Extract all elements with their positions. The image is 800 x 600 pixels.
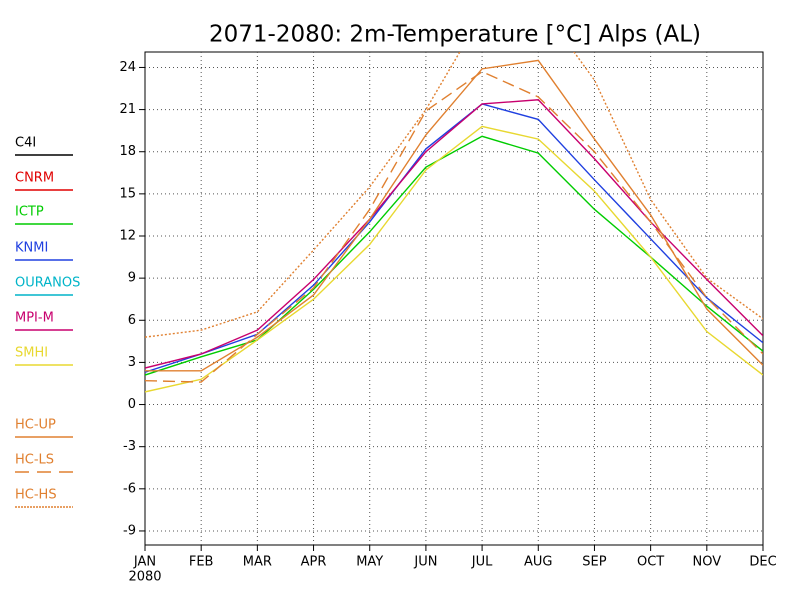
y-tick-label: 3: [128, 355, 136, 370]
legend-label: HC-HS: [15, 488, 57, 503]
y-tick-label: 18: [119, 144, 136, 159]
legend-label: C4I: [15, 136, 36, 151]
chart-title: 2071-2080: 2m-Temperature [°C] Alps (AL): [209, 22, 701, 48]
y-tick-label: 0: [128, 397, 136, 412]
x-tick-label: APR: [301, 555, 327, 570]
series-line: [145, 52, 763, 338]
legend-label: ICTP: [15, 205, 44, 220]
x-tick-label: DEC: [749, 555, 776, 570]
plot-frame: [144, 51, 764, 546]
x-tick-label: JUN: [413, 555, 437, 570]
x-tick-label: JAN: [133, 555, 156, 570]
y-tick-label: 9: [128, 271, 136, 286]
x-tick-label: SEP: [582, 555, 606, 570]
y-tick-label: -6: [123, 481, 136, 496]
series-line: [145, 59, 763, 372]
legend-label: MPI-M: [15, 311, 54, 326]
y-tick-label: -3: [123, 439, 136, 454]
series-line: [145, 125, 763, 393]
legend-label: CNRM: [15, 171, 54, 186]
x-tick-label: AUG: [524, 555, 552, 570]
x-tick-label: NOV: [693, 555, 722, 570]
y-tick-label: 6: [128, 313, 136, 328]
y-tick-label: 12: [119, 228, 136, 243]
series-line: [145, 70, 763, 383]
x-tick-label: JUL: [471, 555, 493, 570]
y-tick-label: -9: [123, 523, 136, 538]
x-tick-label: FEB: [189, 555, 214, 570]
plot-lines: [145, 52, 763, 393]
x-tick-label: MAR: [243, 555, 272, 570]
legend-label: KNMI: [15, 241, 48, 256]
x-tick-label: OCT: [637, 555, 664, 570]
legend-label: SMHI: [15, 346, 48, 361]
legend-label: OURANOS: [15, 276, 80, 291]
series-line: [145, 103, 763, 373]
x-year-label: 2080: [128, 570, 161, 585]
x-tick-label: MAY: [356, 555, 383, 570]
y-tick-label: 24: [119, 60, 136, 75]
legend-label: HC-LS: [15, 453, 54, 468]
legend-label: HC-UP: [15, 418, 56, 433]
y-tick-label: 21: [119, 102, 136, 117]
series-line: [145, 99, 763, 369]
series-line: [145, 135, 763, 376]
y-tick-label: 15: [119, 186, 136, 201]
